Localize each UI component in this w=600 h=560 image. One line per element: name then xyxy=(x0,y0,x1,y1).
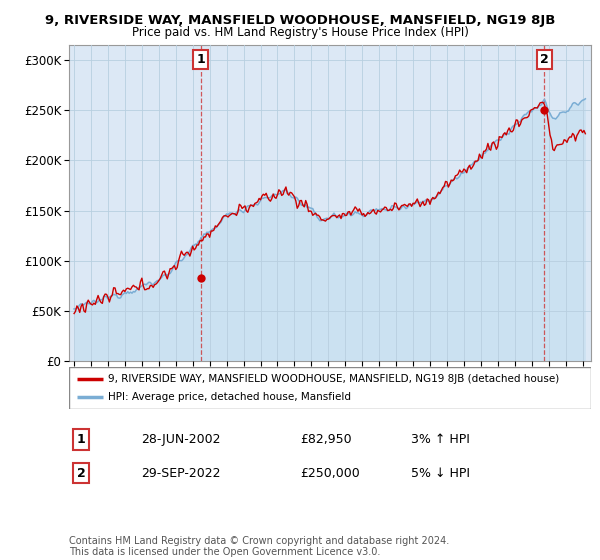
Text: 29-SEP-2022: 29-SEP-2022 xyxy=(141,466,221,480)
FancyBboxPatch shape xyxy=(69,367,591,409)
Text: 2: 2 xyxy=(540,53,549,67)
Text: £82,950: £82,950 xyxy=(300,433,352,446)
Text: Contains HM Land Registry data © Crown copyright and database right 2024.
This d: Contains HM Land Registry data © Crown c… xyxy=(69,535,449,557)
Text: 9, RIVERSIDE WAY, MANSFIELD WOODHOUSE, MANSFIELD, NG19 8JB (detached house): 9, RIVERSIDE WAY, MANSFIELD WOODHOUSE, M… xyxy=(108,374,559,384)
Text: 5% ↓ HPI: 5% ↓ HPI xyxy=(411,466,470,480)
Text: 1: 1 xyxy=(77,433,85,446)
Text: Price paid vs. HM Land Registry's House Price Index (HPI): Price paid vs. HM Land Registry's House … xyxy=(131,26,469,39)
Text: £250,000: £250,000 xyxy=(300,466,360,480)
Text: 28-JUN-2002: 28-JUN-2002 xyxy=(141,433,221,446)
Text: 1: 1 xyxy=(196,53,205,67)
Text: 3% ↑ HPI: 3% ↑ HPI xyxy=(411,433,470,446)
Text: HPI: Average price, detached house, Mansfield: HPI: Average price, detached house, Mans… xyxy=(108,392,351,402)
Text: 9, RIVERSIDE WAY, MANSFIELD WOODHOUSE, MANSFIELD, NG19 8JB: 9, RIVERSIDE WAY, MANSFIELD WOODHOUSE, M… xyxy=(45,14,555,27)
Text: 2: 2 xyxy=(77,466,85,480)
